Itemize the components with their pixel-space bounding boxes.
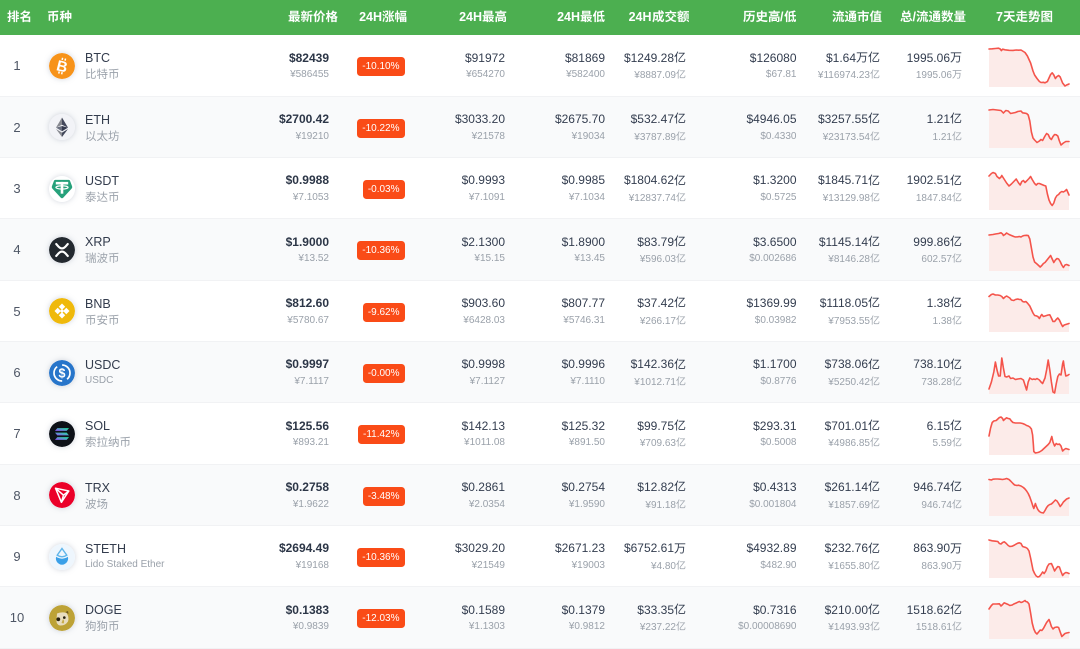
svg-text:$: $: [59, 366, 66, 380]
svg-text:B: B: [55, 57, 70, 76]
